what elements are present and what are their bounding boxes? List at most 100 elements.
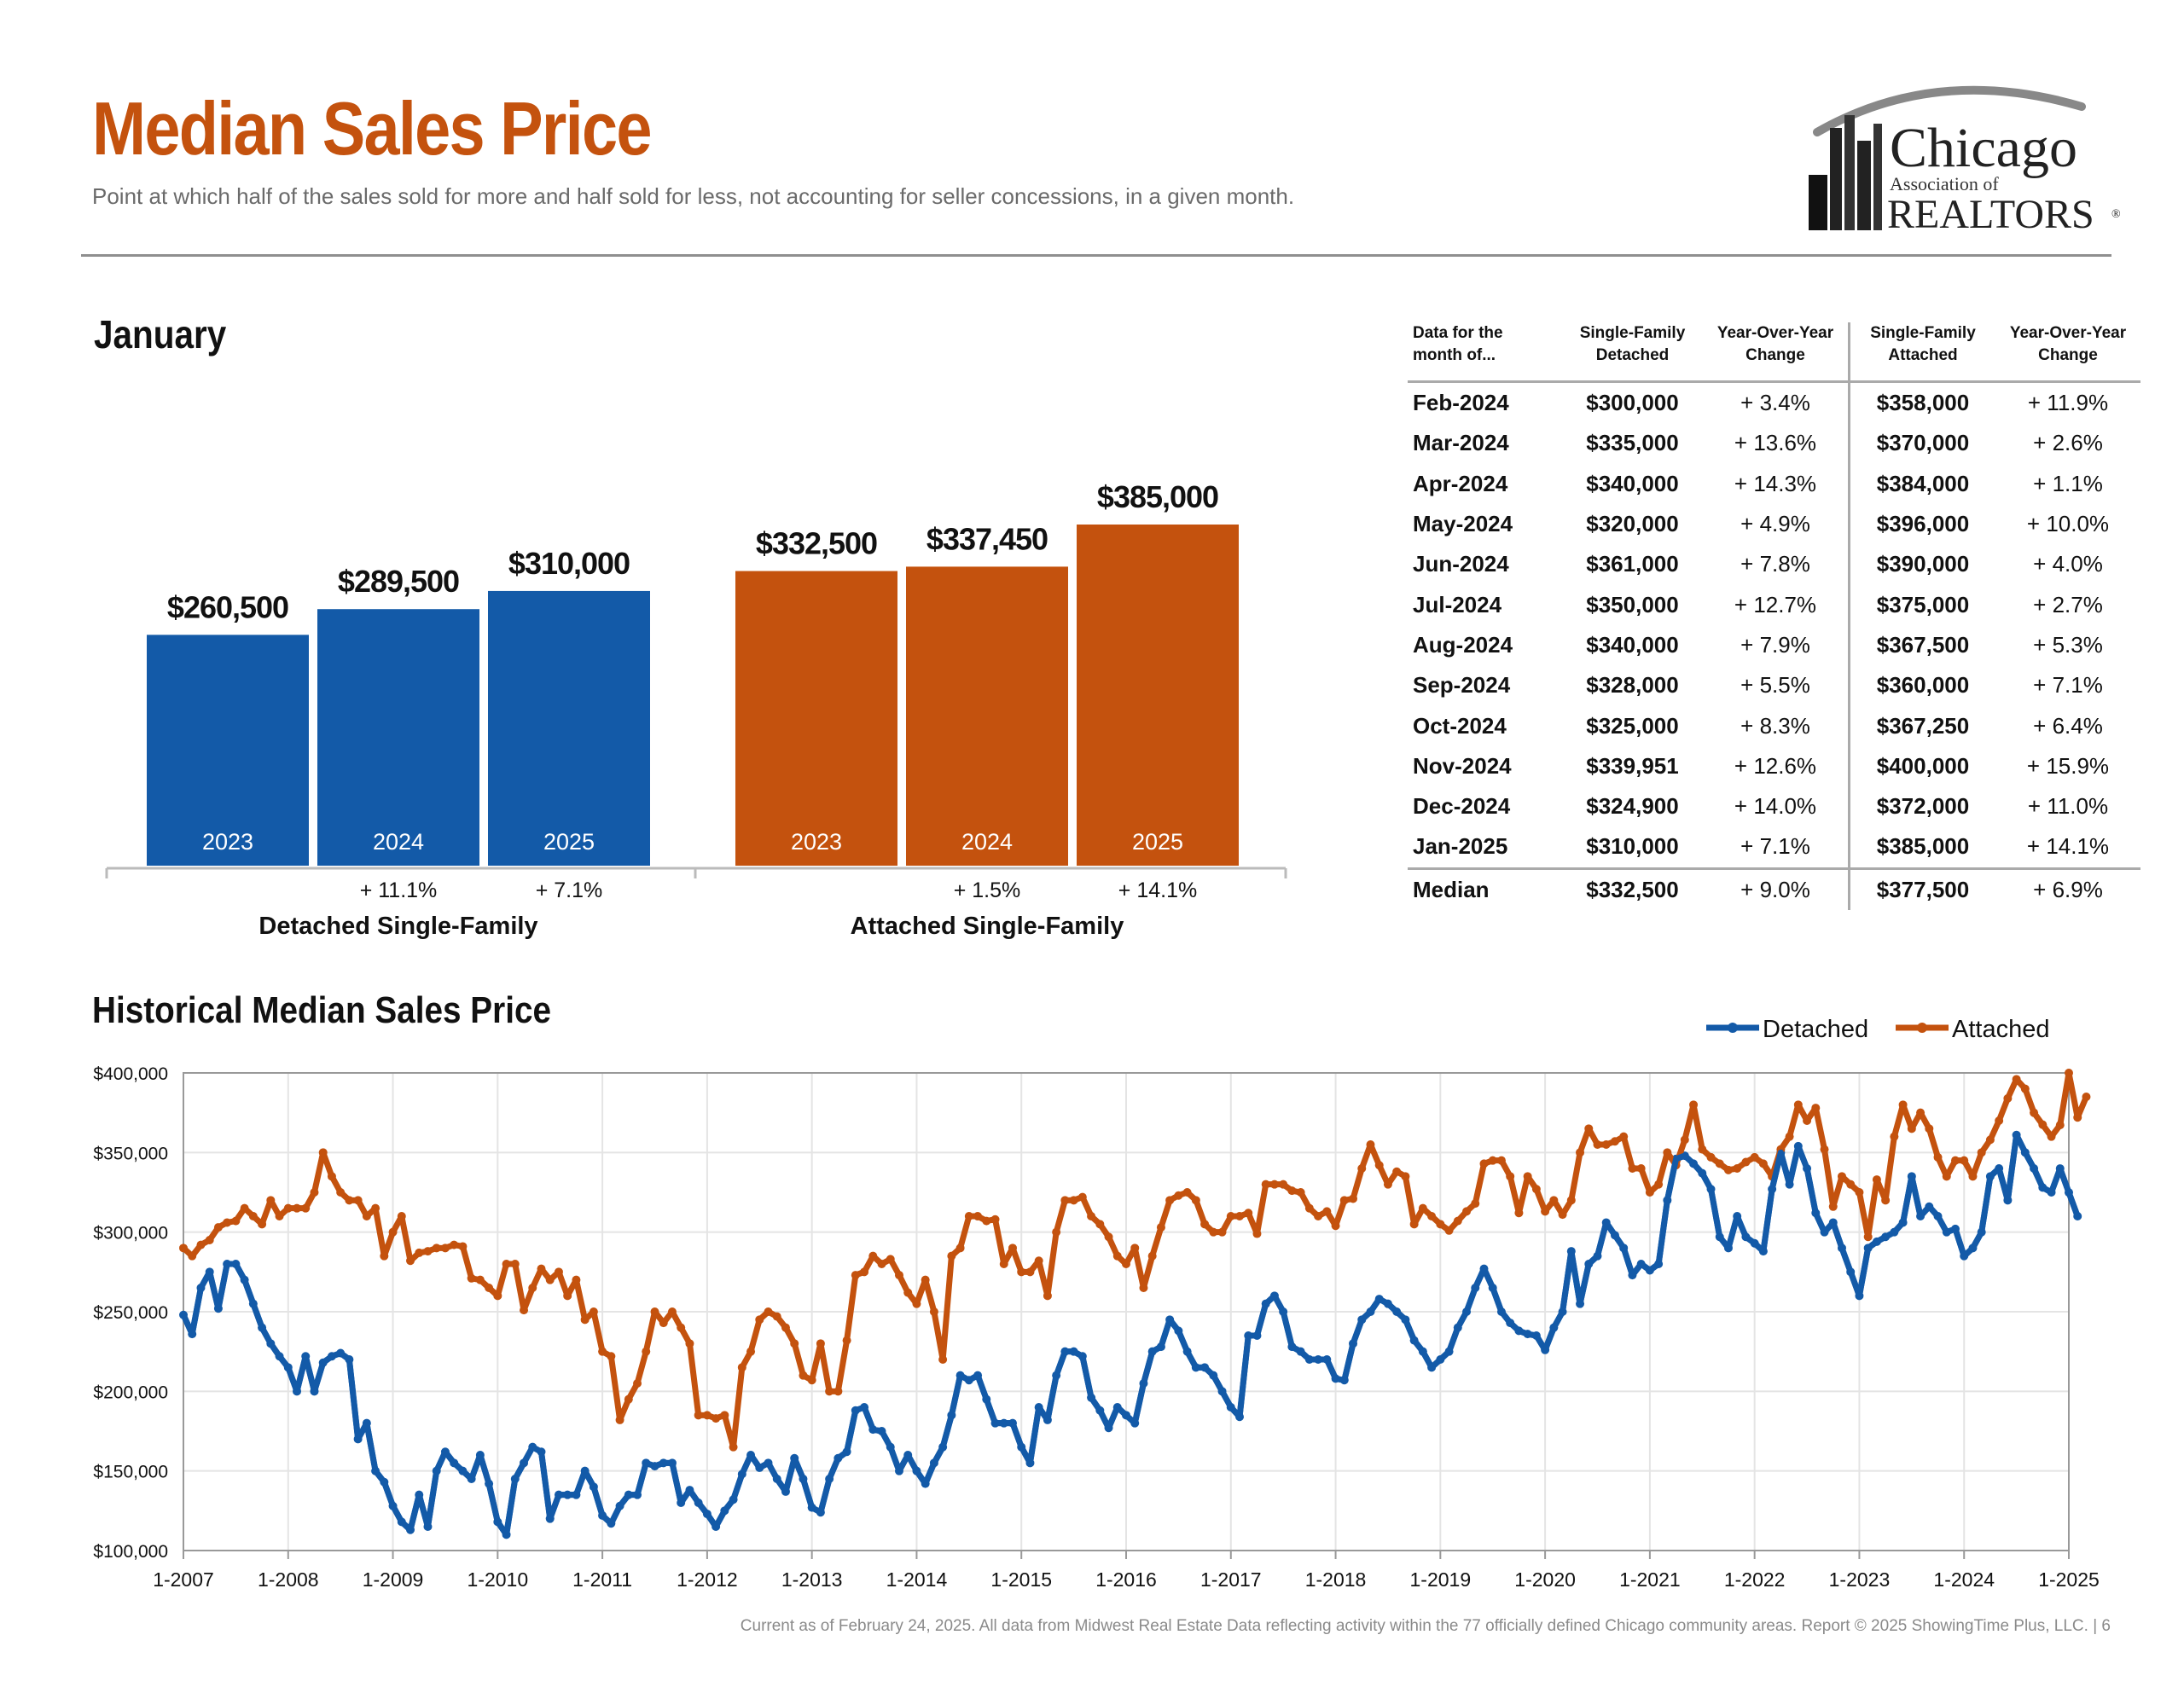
data-point-attached (1558, 1210, 1567, 1220)
x-tick-label: 1-2020 (1514, 1568, 1576, 1591)
data-point-attached (1130, 1244, 1140, 1253)
data-point-attached (196, 1240, 206, 1249)
table-row: Mar-2024 $335,000 + 13.6% $370,000 + 2.6% (1408, 423, 2140, 464)
data-point-attached (1750, 1152, 1759, 1162)
bar (317, 609, 479, 866)
data-point-attached (667, 1307, 677, 1316)
table-cell-attached-price: $367,500 (1876, 631, 1970, 658)
data-point-attached (493, 1291, 502, 1301)
data-point-attached (938, 1355, 948, 1364)
data-point-attached (982, 1216, 991, 1226)
data-point-attached (607, 1352, 616, 1361)
data-point-attached (1863, 1232, 1873, 1242)
data-point-attached (1200, 1220, 1210, 1229)
bar-year-label: 2024 (373, 829, 424, 855)
table-cell-detached-change: + 3.4% (1703, 381, 1850, 424)
table-cell-detached-price: $340,000 (1586, 631, 1679, 658)
table-header-attached-change: Year-Over-Year Change (1995, 322, 2140, 383)
y-tick-label: $300,000 (93, 1224, 168, 1244)
data-point-attached (1506, 1172, 1515, 1181)
logo-text-realtors: REALTORS (1887, 192, 2094, 237)
x-tick-label: 1-2007 (153, 1568, 214, 1591)
data-point-attached (642, 1347, 651, 1356)
data-point-attached (1261, 1180, 1270, 1189)
data-point-attached (1758, 1159, 1768, 1168)
chicago-realtors-logo: Chicago Association of REALTORS ® (1809, 85, 2121, 237)
data-point-attached (1357, 1164, 1367, 1173)
table-cell-detached-change: + 14.0% (1703, 786, 1850, 827)
bar-value-label: $385,000 (1097, 479, 1218, 514)
data-point-attached (240, 1203, 249, 1213)
data-point-attached (485, 1284, 494, 1292)
data-point-attached (1366, 1140, 1375, 1149)
table-cell-detached-price: $325,000 (1586, 712, 1679, 739)
data-point-attached (825, 1387, 834, 1396)
bar-change-label: + 14.1% (1118, 878, 1197, 902)
data-point-attached (1925, 1124, 1934, 1133)
data-point-attached (554, 1267, 563, 1277)
data-point-attached (188, 1251, 197, 1261)
table-row: Apr-2024 $340,000 + 14.3% $384,000 + 1.1% (1408, 463, 2140, 504)
data-point-attached (1698, 1145, 1707, 1154)
table-cell-attached-change: + 5.3% (2033, 631, 2103, 658)
data-point-attached (1479, 1159, 1489, 1168)
data-point-attached (1349, 1194, 1358, 1203)
data-point-attached (1174, 1191, 1183, 1200)
table-cell-detached-price: $340,000 (1586, 470, 1679, 496)
table-cell-month: Oct-2024 (1413, 712, 1507, 739)
data-point-attached (1314, 1212, 1323, 1220)
data-point-attached (213, 1223, 223, 1232)
bar (1077, 525, 1239, 866)
table-row: Jan-2025 $310,000 + 7.1% $385,000 + 14.1% (1408, 826, 2140, 869)
table-row: Nov-2024 $339,951 + 12.6% $400,000 + 15.9% (1408, 745, 2140, 786)
table-cell-attached-change: + 11.0% (2027, 793, 2109, 820)
data-point-attached (842, 1336, 851, 1345)
data-point-attached (816, 1339, 825, 1348)
data-point-attached (2030, 1108, 2039, 1117)
data-point-attached (502, 1260, 511, 1268)
data-point-attached (563, 1291, 572, 1301)
data-point-attached (1785, 1132, 1794, 1141)
data-point-attached (1462, 1207, 1472, 1216)
table-cell-attached-change: + 1.1% (2033, 470, 2103, 496)
table-row: Dec-2024 $324,900 + 14.0% $372,000 + 11.0% (1408, 786, 2140, 827)
data-point-attached (1933, 1152, 1943, 1162)
legend-swatch-marker (1917, 1023, 1927, 1033)
data-point-attached (755, 1315, 764, 1325)
data-point-attached (1523, 1172, 1532, 1181)
data-point-attached (615, 1415, 624, 1424)
data-point-attached (1531, 1185, 1541, 1194)
table-cell-attached-change: + 15.9% (2026, 752, 2110, 779)
data-point-attached (1680, 1135, 1689, 1145)
data-point-attached (633, 1379, 642, 1388)
data-point-attached (1803, 1116, 1812, 1125)
data-point-attached (1950, 1156, 1960, 1165)
logo-text-registered: ® (2111, 208, 2121, 221)
data-point-attached (886, 1255, 895, 1264)
table-header-detached: Single-Family Detached (1562, 322, 1703, 383)
y-tick-label: $350,000 (93, 1144, 168, 1163)
data-point-attached (912, 1299, 921, 1308)
logo-text-chicago: Chicago (1890, 117, 2077, 179)
data-point-attached (624, 1394, 633, 1404)
data-point-attached (1907, 1124, 1916, 1133)
x-tick-label: 1-2009 (363, 1568, 424, 1591)
data-point-attached (1383, 1180, 1392, 1189)
table-cell-detached-change: + 12.7% (1703, 584, 1850, 625)
table-cell-detached-change: + 13.6% (1703, 423, 1850, 464)
data-point-attached (1453, 1216, 1462, 1226)
data-point-attached (1566, 1196, 1576, 1205)
x-tick-label: 1-2025 (2038, 1568, 2100, 1591)
data-point-attached (336, 1188, 346, 1197)
data-point-attached (1636, 1164, 1646, 1173)
bar (906, 566, 1068, 866)
table-row: Jul-2024 $350,000 + 12.7% $375,000 + 2.7% (1408, 584, 2140, 625)
data-point-attached (2003, 1093, 2013, 1103)
data-point-attached (1837, 1172, 1846, 1181)
data-point-attached (1339, 1196, 1349, 1205)
data-point-attached (589, 1307, 598, 1316)
data-point-attached (1942, 1172, 1951, 1181)
table-header-month: Data for the month of... (1408, 322, 1562, 383)
monthly-data-table: Data for the month of... Single-Family Det… (1408, 322, 2140, 910)
